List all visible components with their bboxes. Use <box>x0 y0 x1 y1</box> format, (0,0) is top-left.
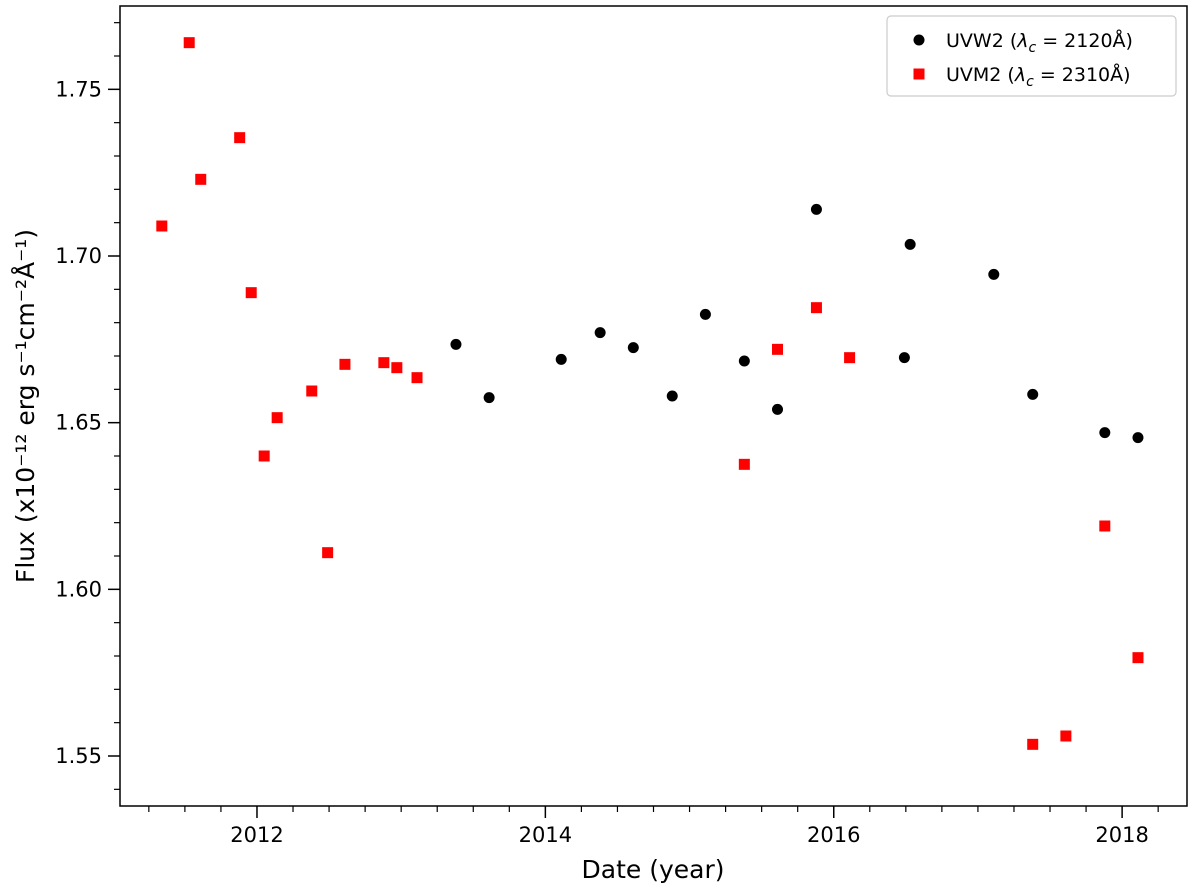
uvm2-point <box>1060 730 1072 742</box>
y-tick-label: 1.55 <box>55 744 102 768</box>
uvm2-point <box>738 458 750 470</box>
y-tick-label: 1.70 <box>55 244 102 268</box>
uvm2-point <box>306 385 318 397</box>
uvw2-point <box>483 392 495 404</box>
uvw2-point <box>1099 427 1111 439</box>
uvw2-point <box>810 203 822 215</box>
y-tick-label: 1.65 <box>55 411 102 435</box>
legend-uvm2-marker <box>913 68 925 80</box>
uvm2-point <box>195 173 207 185</box>
axes-group: 2012 2014 2016 2018 1.55 1.60 1.65 1.70 1.75 <box>55 22 1159 847</box>
uvm2-point <box>1099 520 1111 532</box>
y-tick-label: 1.60 <box>55 577 102 601</box>
uvm2-point <box>772 343 784 355</box>
uvw2-point <box>450 338 462 350</box>
uvm2-point <box>844 352 856 364</box>
uvw2-point <box>1027 388 1039 400</box>
uvw2-point <box>699 308 711 320</box>
uvm2-point <box>1027 738 1039 750</box>
uvm2-point <box>234 132 246 144</box>
uvm2-point <box>322 547 334 559</box>
x-tick-label: 2016 <box>807 823 860 847</box>
uvm2-point <box>245 287 257 299</box>
uvw2-point <box>898 352 910 364</box>
uvm2-point <box>378 357 390 369</box>
x-tick-label: 2014 <box>519 823 572 847</box>
x-axis-label: Date (year) <box>582 855 725 884</box>
uvw2-point <box>772 403 784 415</box>
legend-uvw2-marker <box>913 34 925 46</box>
uvm2-point <box>156 220 168 232</box>
plot-frame <box>119 5 1188 807</box>
uvm2-point <box>411 372 423 384</box>
legend-entry-label: UVM2 (λc = 2310Å) <box>946 63 1131 90</box>
uvw2-point <box>594 327 606 339</box>
x-tick-label: 2012 <box>230 823 283 847</box>
legend-entry-label: UVW2 (λc = 2120Å) <box>946 29 1133 56</box>
uvm2-point <box>1132 652 1144 664</box>
uvm2-point <box>258 450 270 462</box>
x-tick-label: 2018 <box>1095 823 1148 847</box>
uvw2-point <box>555 353 567 365</box>
uvw2-point <box>904 238 916 250</box>
legend: UVW2 (λc = 2120Å) UVM2 (λc = 2310Å) <box>886 15 1177 97</box>
uvm2-point <box>391 362 403 374</box>
y-axis-label: Flux (x10⁻¹² erg s⁻¹cm⁻²Å⁻¹) <box>11 229 40 583</box>
uvw2-point <box>738 355 750 367</box>
uvm2-point <box>339 358 351 370</box>
data-points <box>156 37 1144 750</box>
uvw2-point <box>666 390 678 402</box>
y-tick-label: 1.75 <box>55 77 102 101</box>
uvm2-point <box>183 37 195 49</box>
legend-box <box>886 15 1177 97</box>
uvm2-point <box>810 302 822 314</box>
uvw2-point <box>988 268 1000 280</box>
uvw2-point <box>1132 432 1144 444</box>
uvm2-point <box>271 412 283 424</box>
uvw2-point <box>627 342 639 354</box>
